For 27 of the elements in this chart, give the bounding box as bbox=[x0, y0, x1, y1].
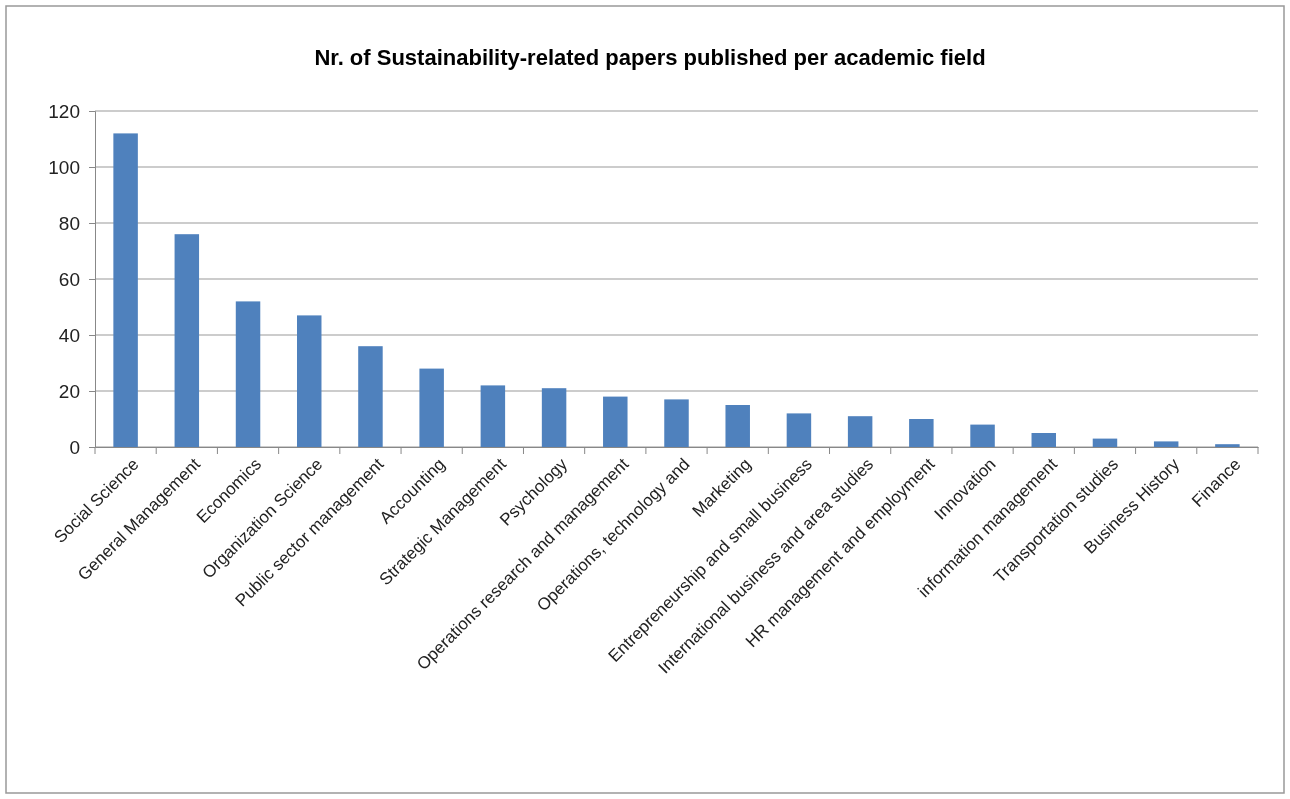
y-tick-label: 120 bbox=[48, 100, 80, 122]
bar bbox=[1215, 444, 1240, 447]
y-tick-label: 100 bbox=[48, 156, 80, 178]
y-tick-label: 60 bbox=[58, 268, 80, 290]
bar bbox=[419, 368, 444, 447]
y-tick-label: 20 bbox=[58, 380, 80, 402]
bar bbox=[603, 396, 628, 447]
bar bbox=[847, 416, 873, 447]
chart-title: Nr. of Sustainability-related papers published per academic field bbox=[314, 45, 986, 70]
y-tick-label: 40 bbox=[58, 324, 80, 346]
bar bbox=[174, 234, 200, 447]
y-tick-label: 80 bbox=[58, 212, 80, 234]
bar bbox=[725, 405, 750, 447]
bar bbox=[235, 301, 261, 447]
bar bbox=[297, 315, 322, 447]
y-tick-label: 0 bbox=[69, 436, 80, 458]
bar bbox=[1092, 438, 1118, 447]
bar bbox=[1031, 433, 1057, 447]
bar bbox=[1153, 441, 1179, 447]
bar bbox=[113, 133, 138, 447]
bar bbox=[541, 388, 567, 447]
bar bbox=[358, 346, 383, 447]
bar bbox=[909, 419, 934, 447]
bar bbox=[480, 385, 506, 447]
bar bbox=[664, 399, 689, 447]
bar bbox=[786, 413, 812, 447]
bar bbox=[970, 424, 995, 447]
